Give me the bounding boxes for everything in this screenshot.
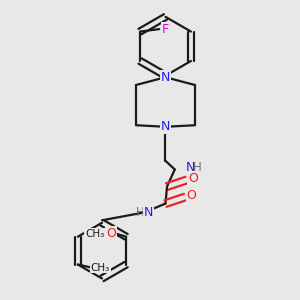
Text: N: N bbox=[144, 206, 153, 219]
Text: CH₃: CH₃ bbox=[91, 263, 110, 273]
Text: O: O bbox=[106, 227, 116, 240]
Text: O: O bbox=[186, 189, 196, 202]
Text: N: N bbox=[161, 71, 170, 84]
Text: O: O bbox=[188, 172, 198, 185]
Text: methoxy: methoxy bbox=[94, 233, 101, 234]
Text: N: N bbox=[161, 120, 170, 133]
Text: H: H bbox=[135, 206, 144, 219]
Text: F: F bbox=[162, 22, 169, 36]
Text: H: H bbox=[192, 161, 201, 175]
Text: CH₃: CH₃ bbox=[85, 229, 104, 238]
Text: N: N bbox=[186, 161, 195, 175]
